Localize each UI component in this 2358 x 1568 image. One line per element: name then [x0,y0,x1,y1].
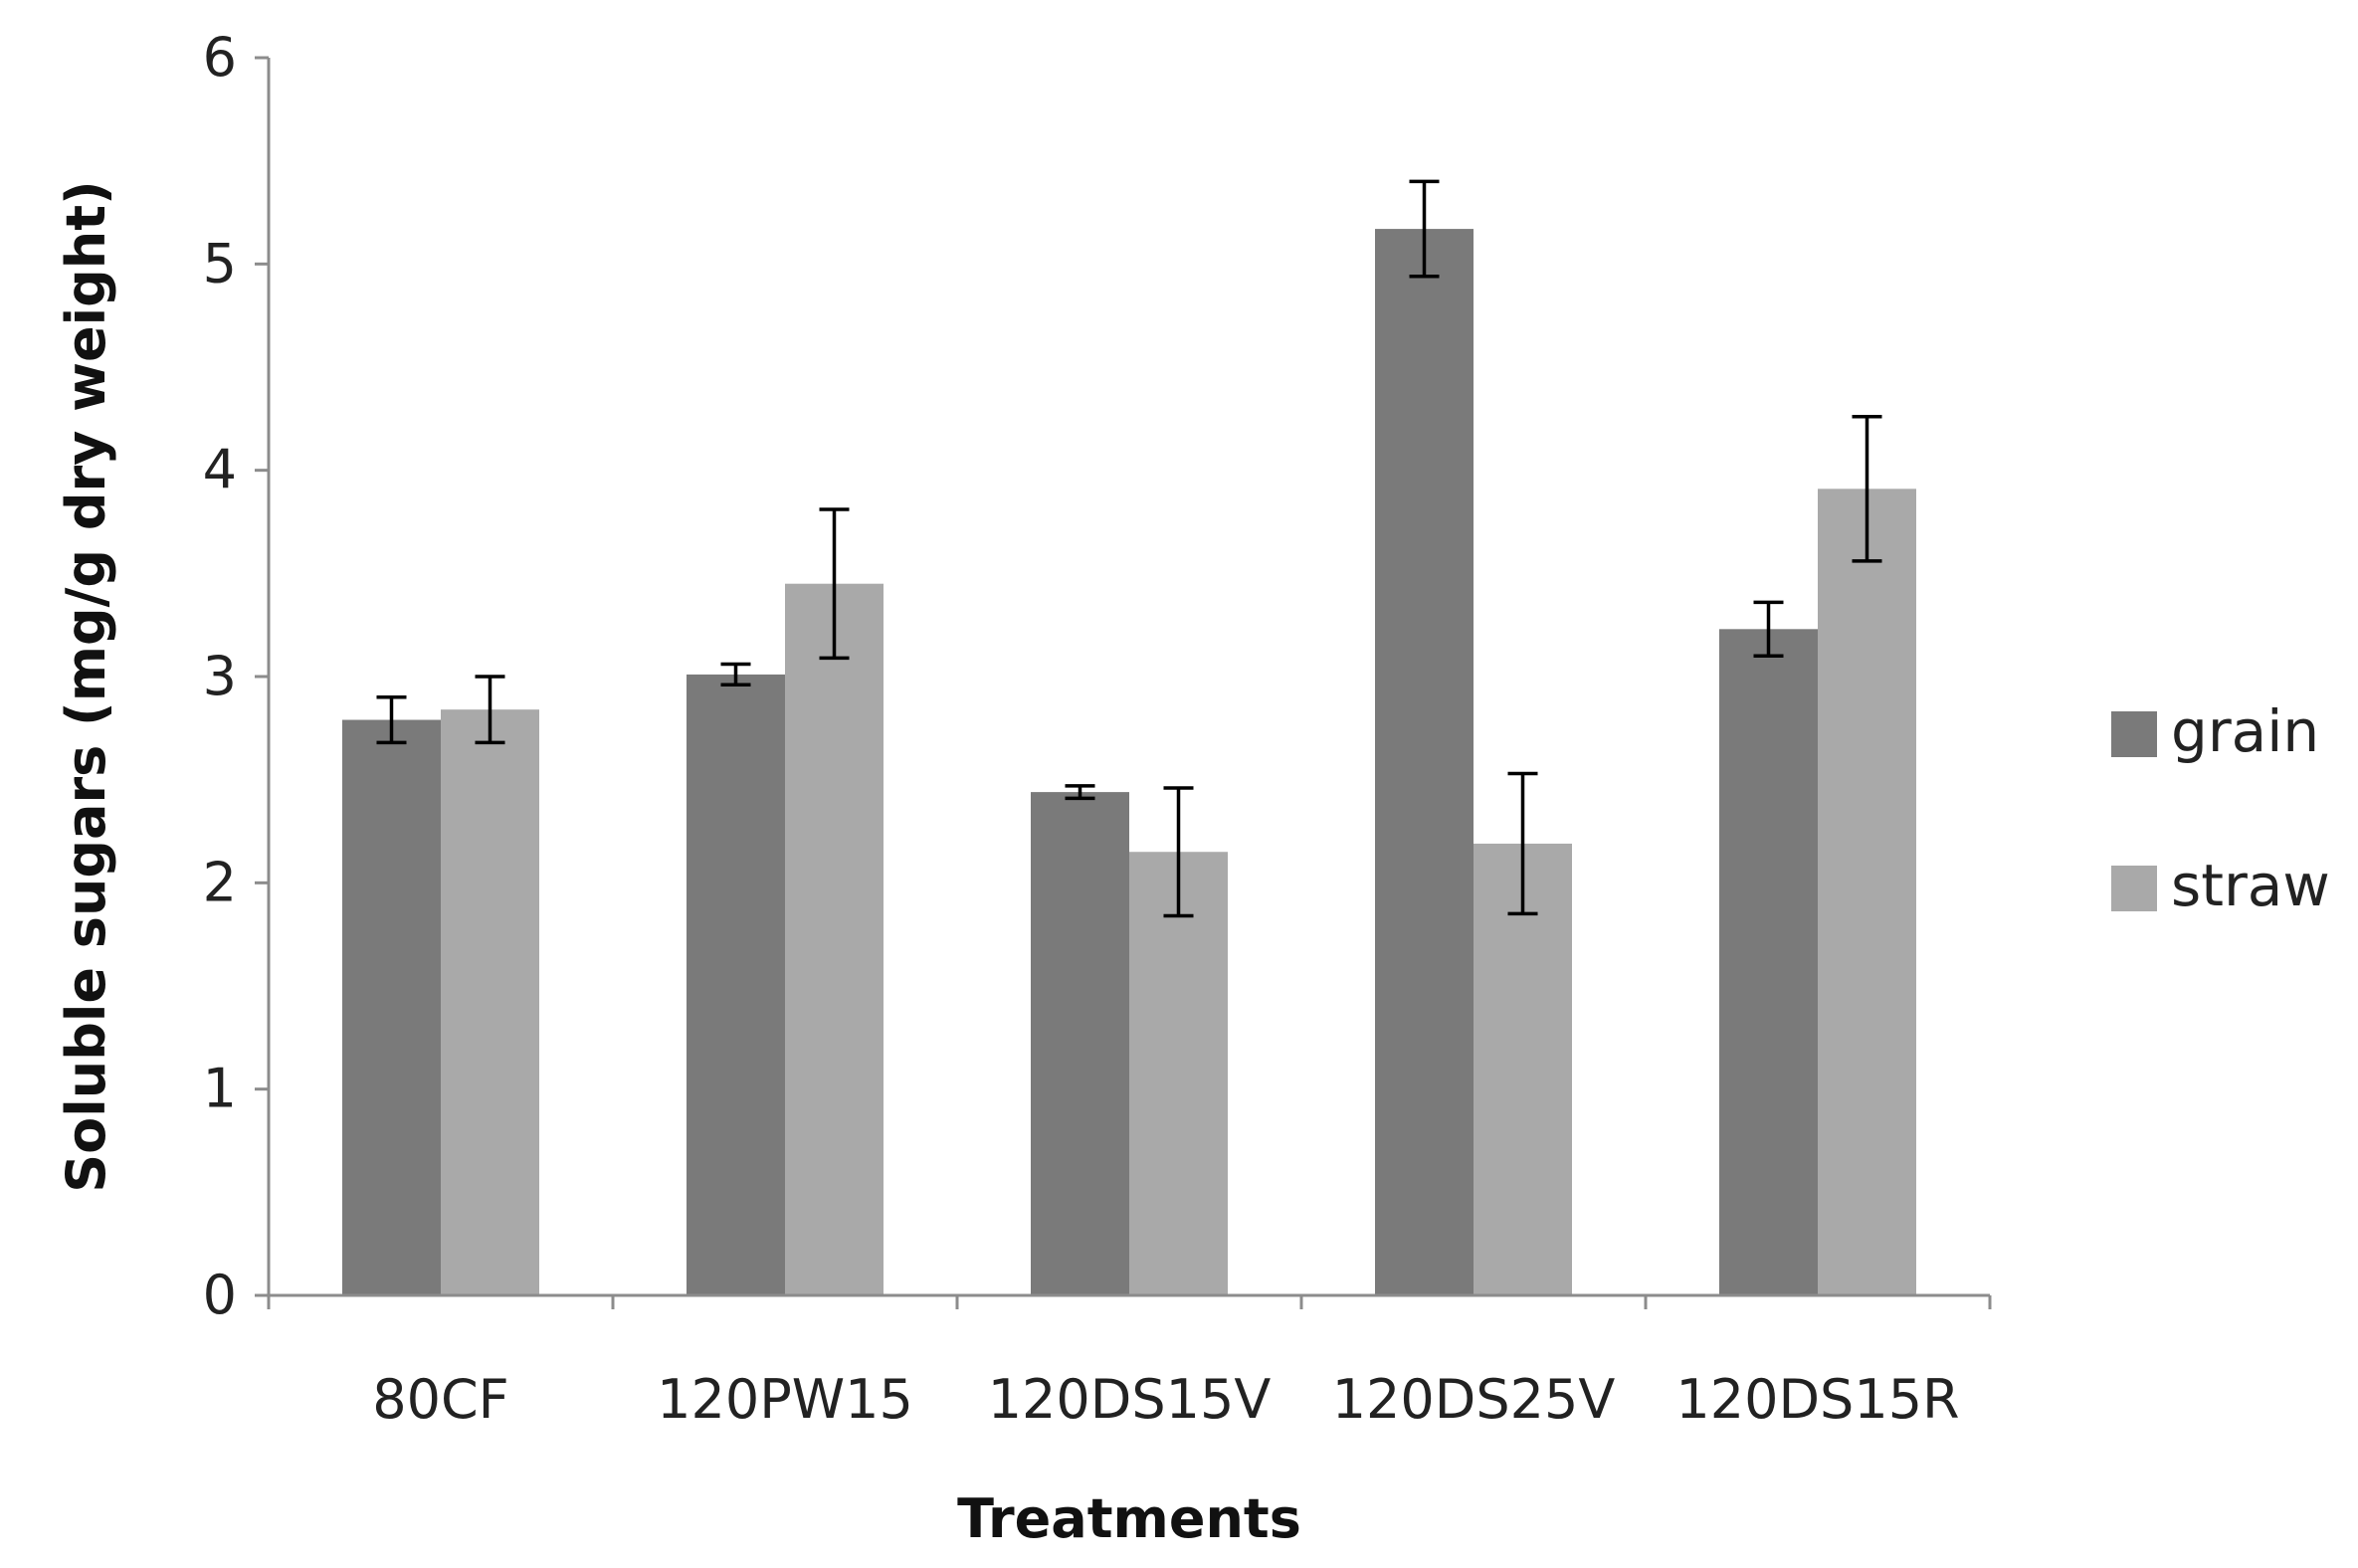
x-tick-label: 120DS15R [1675,1368,1959,1431]
y-tick-label: 4 [203,439,237,501]
y-axis-ticks: 0 1 2 3 4 5 6 [203,26,269,1326]
bar-grain-120PW15 [687,674,785,1295]
y-tick-label: 1 [203,1058,237,1120]
legend-swatch-straw [2111,866,2157,911]
legend-label-grain: grain [2171,697,2319,765]
y-tick-label: 3 [203,645,237,707]
legend: grain straw [2111,697,2330,919]
bar-straw-120DS25V [1474,843,1572,1295]
legend-label-straw: straw [2171,852,2330,919]
bar-grain-120DS25V [1375,229,1474,1295]
x-axis-ticks: 80CF 120PW15 120DS15V 120DS25V 120DS15R [267,1295,1992,1431]
x-tick-label: 80CF [372,1368,508,1431]
bar-straw-120DS15V [1129,852,1228,1295]
y-tick-label: 6 [203,26,237,89]
legend-swatch-grain [2111,711,2157,757]
bar-grain-120DS15R [1719,629,1818,1295]
bar-grain-80CF [342,719,441,1295]
y-tick-label: 0 [203,1264,237,1326]
bars-layer [342,229,1916,1295]
error-bars-layer [376,179,1882,918]
x-tick-label: 120DS25V [1332,1368,1616,1431]
x-tick-label: 120DS15V [988,1368,1272,1431]
bar-straw-120DS15R [1818,489,1916,1295]
y-tick-label: 5 [203,232,237,294]
bar-straw-80CF [441,709,539,1295]
y-axis-title: Soluble sugars (mg/g dry weight) [55,180,117,1192]
y-tick-label: 2 [203,851,237,913]
x-tick-label: 120PW15 [657,1368,913,1431]
x-axis-title: Treatments [957,1487,1301,1550]
bar-straw-120PW15 [785,583,884,1295]
bar-grain-120DS15V [1031,792,1129,1295]
